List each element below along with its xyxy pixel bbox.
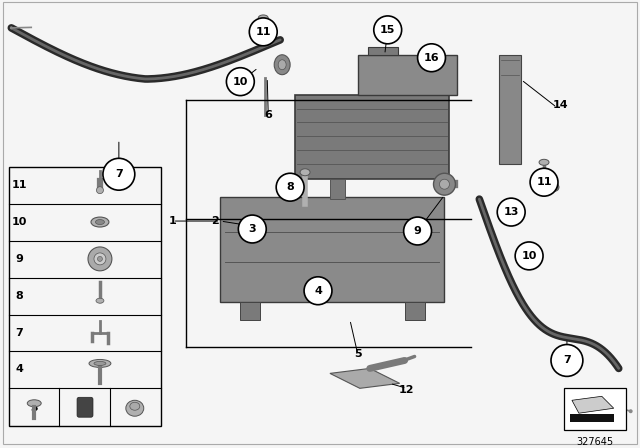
Text: 11: 11 bbox=[536, 177, 552, 187]
Circle shape bbox=[551, 183, 559, 191]
Ellipse shape bbox=[89, 359, 111, 367]
Text: 11: 11 bbox=[12, 180, 27, 190]
Text: 14: 14 bbox=[553, 99, 569, 110]
Ellipse shape bbox=[91, 217, 109, 227]
Ellipse shape bbox=[521, 247, 537, 267]
Text: 10: 10 bbox=[12, 217, 27, 227]
Text: 1: 1 bbox=[169, 216, 177, 226]
Circle shape bbox=[515, 242, 543, 270]
Ellipse shape bbox=[440, 179, 449, 189]
Circle shape bbox=[97, 187, 104, 194]
Ellipse shape bbox=[259, 15, 268, 21]
Ellipse shape bbox=[96, 298, 104, 303]
Circle shape bbox=[417, 44, 445, 72]
Text: 4: 4 bbox=[314, 286, 322, 296]
Text: 7: 7 bbox=[563, 355, 571, 366]
Bar bbox=[404, 302, 424, 319]
Text: 2: 2 bbox=[212, 216, 220, 226]
Ellipse shape bbox=[525, 252, 533, 262]
Ellipse shape bbox=[500, 202, 518, 220]
Text: 7: 7 bbox=[115, 169, 123, 179]
Circle shape bbox=[404, 217, 431, 245]
Text: 16: 16 bbox=[127, 403, 143, 413]
Ellipse shape bbox=[95, 220, 104, 224]
Ellipse shape bbox=[274, 55, 290, 75]
Circle shape bbox=[551, 345, 583, 376]
Text: 13: 13 bbox=[77, 403, 93, 413]
Bar bbox=[295, 95, 449, 179]
Circle shape bbox=[250, 18, 277, 46]
Text: 3: 3 bbox=[248, 224, 256, 234]
Circle shape bbox=[227, 68, 254, 95]
Ellipse shape bbox=[94, 253, 106, 265]
Ellipse shape bbox=[88, 247, 112, 271]
Polygon shape bbox=[330, 368, 399, 388]
Circle shape bbox=[238, 215, 266, 243]
Circle shape bbox=[628, 409, 633, 413]
Text: 8: 8 bbox=[286, 182, 294, 192]
Text: 8: 8 bbox=[15, 291, 23, 301]
Circle shape bbox=[497, 198, 525, 226]
Bar bbox=[499, 55, 521, 164]
Bar bbox=[358, 55, 458, 95]
Text: 6: 6 bbox=[264, 109, 272, 120]
Ellipse shape bbox=[505, 207, 514, 215]
Ellipse shape bbox=[300, 169, 310, 176]
Bar bbox=[241, 302, 260, 319]
Circle shape bbox=[530, 168, 558, 196]
Text: 9: 9 bbox=[15, 254, 23, 264]
Text: 10: 10 bbox=[233, 77, 248, 86]
Text: 9: 9 bbox=[413, 226, 422, 236]
Text: 7: 7 bbox=[15, 327, 23, 338]
Circle shape bbox=[304, 277, 332, 305]
Ellipse shape bbox=[97, 256, 102, 261]
Ellipse shape bbox=[28, 400, 41, 407]
Text: 5: 5 bbox=[354, 349, 362, 359]
Bar bbox=[220, 197, 444, 302]
Polygon shape bbox=[572, 396, 614, 413]
Text: 15: 15 bbox=[380, 25, 396, 35]
Circle shape bbox=[276, 173, 304, 201]
Bar bbox=[10, 167, 161, 426]
Text: 12: 12 bbox=[399, 385, 414, 395]
Text: 13: 13 bbox=[504, 207, 519, 217]
Bar bbox=[368, 47, 397, 55]
Ellipse shape bbox=[278, 60, 286, 70]
Bar bbox=[330, 179, 345, 199]
Bar bbox=[564, 388, 626, 430]
Circle shape bbox=[10, 26, 13, 30]
Ellipse shape bbox=[433, 173, 456, 195]
Text: 16: 16 bbox=[424, 53, 439, 63]
Text: 4: 4 bbox=[15, 364, 23, 375]
Ellipse shape bbox=[539, 159, 549, 165]
Bar bbox=[570, 414, 614, 422]
Ellipse shape bbox=[94, 362, 106, 366]
Circle shape bbox=[103, 158, 135, 190]
Text: 3: 3 bbox=[31, 403, 38, 413]
FancyBboxPatch shape bbox=[77, 397, 93, 417]
Ellipse shape bbox=[126, 400, 144, 416]
Ellipse shape bbox=[130, 402, 140, 410]
Text: 327645: 327645 bbox=[576, 437, 613, 447]
Text: 11: 11 bbox=[255, 27, 271, 37]
Circle shape bbox=[374, 16, 402, 44]
Text: 10: 10 bbox=[522, 251, 537, 261]
